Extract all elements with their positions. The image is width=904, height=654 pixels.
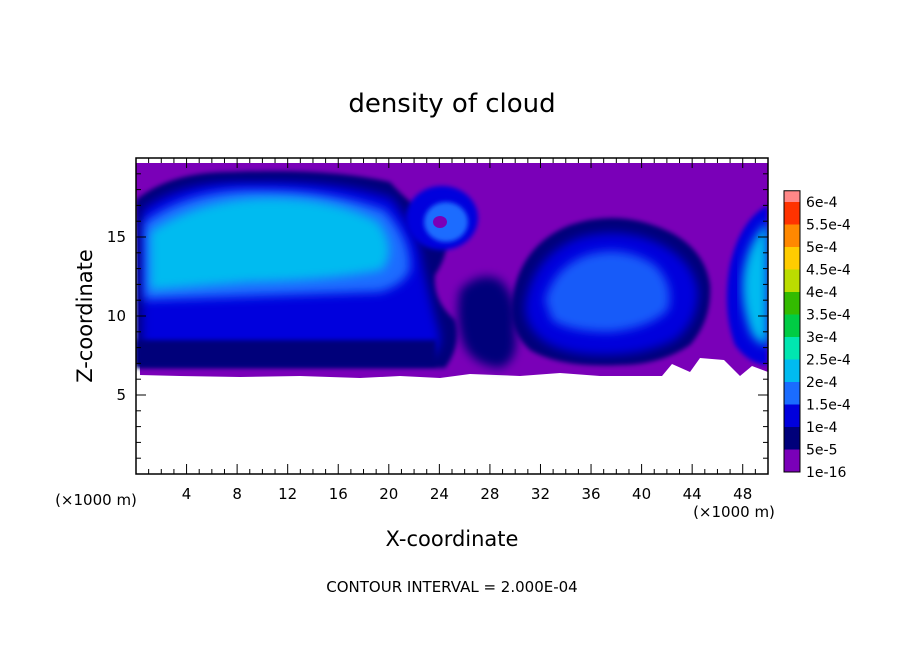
colorbar-label-5: 2.5e-4 xyxy=(806,353,851,369)
x-tick-label-4: 4 xyxy=(182,485,192,503)
colorbar-band-0 xyxy=(784,449,800,472)
x-tick-label-44: 44 xyxy=(683,485,702,503)
cloud-region-mid-right xyxy=(545,251,670,332)
colorbar: 1e-16 5e-5 1e-4 1.5e-4 2e-4 2.5e-4 3e-4 3.5e-4 4… xyxy=(783,190,851,481)
colorbar-band-9 xyxy=(784,247,800,270)
colorbar-label-12: 6e-4 xyxy=(806,195,838,211)
x-tick-label-12: 12 xyxy=(278,485,297,503)
colorbar-band-top xyxy=(784,190,800,202)
contour-interval-note: CONTOUR INTERVAL = 2.000E-04 xyxy=(326,578,577,596)
cloud-base-band xyxy=(136,340,436,366)
x-tick-label-48: 48 xyxy=(733,485,752,503)
chart-title: density of cloud xyxy=(348,89,555,119)
colorbar-label-10: 5e-4 xyxy=(806,240,838,256)
colorbar-band-6 xyxy=(784,314,800,337)
colorbar-label-2: 1e-4 xyxy=(806,420,838,436)
y-tick-label-5: 5 xyxy=(116,386,126,404)
colorbar-band-4 xyxy=(784,359,800,382)
colorbar-label-8: 4e-4 xyxy=(806,285,838,301)
colorbar-band-11 xyxy=(784,202,800,225)
x-axis-ticks: 4 8 12 16 20 24 28 32 36 40 44 48 xyxy=(148,158,756,503)
y-tick-label-10: 10 xyxy=(107,307,126,325)
colorbar-label-0: 1e-16 xyxy=(806,465,846,481)
vortex-eye xyxy=(433,216,447,228)
colorbar-band-2 xyxy=(784,404,800,427)
x-tick-label-16: 16 xyxy=(329,485,348,503)
colorbar-band-10 xyxy=(784,224,800,247)
x-tick-label-36: 36 xyxy=(581,485,600,503)
x-tick-label-20: 20 xyxy=(379,485,398,503)
colorbar-band-5 xyxy=(784,337,800,360)
cloud-density-field xyxy=(136,158,768,474)
colorbar-label-4: 2e-4 xyxy=(806,375,838,391)
colorbar-band-7 xyxy=(784,292,800,315)
colorbar-label-6: 3e-4 xyxy=(806,330,838,346)
colorbar-band-1 xyxy=(784,427,800,450)
cloud-wisp-mid xyxy=(457,276,516,368)
y-axis-ticks: 5 10 15 xyxy=(107,173,768,459)
x-origin-unit-label: (×1000 m) xyxy=(55,491,137,509)
x-tick-label-28: 28 xyxy=(480,485,499,503)
colorbar-label-9: 4.5e-4 xyxy=(806,263,851,279)
colorbar-label-11: 5.5e-4 xyxy=(806,218,851,234)
cloud-region-edge-light xyxy=(742,222,768,345)
x-axis-label: X-coordinate xyxy=(386,527,519,551)
colorbar-label-1: 5e-5 xyxy=(806,443,837,459)
colorbar-frame xyxy=(783,190,801,473)
x-tick-label-24: 24 xyxy=(430,485,449,503)
x-tick-label-32: 32 xyxy=(531,485,550,503)
colorbar-band-3 xyxy=(784,382,800,405)
colorbar-label-3: 1.5e-4 xyxy=(806,398,851,414)
cloud-region-light-left xyxy=(150,198,390,290)
colorbar-band-8 xyxy=(784,269,800,292)
x-tick-label-8: 8 xyxy=(232,485,242,503)
y-tick-label-15: 15 xyxy=(107,228,126,246)
colorbar-label-7: 3.5e-4 xyxy=(806,308,851,324)
x-tick-label-40: 40 xyxy=(632,485,651,503)
x-axis-unit-label: (×1000 m) xyxy=(693,503,775,521)
y-axis-label: Z-coordinate xyxy=(73,249,97,383)
